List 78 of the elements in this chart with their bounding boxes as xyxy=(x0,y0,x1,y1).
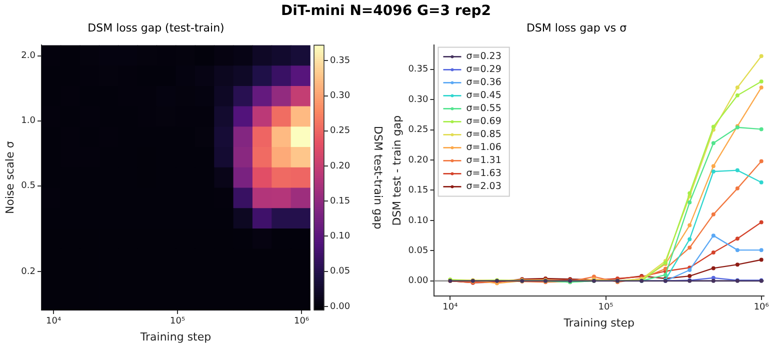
color-bar-label: 0.10 xyxy=(330,232,350,242)
point xyxy=(688,268,692,272)
chart-title: DSM loss gap (test-train) xyxy=(88,21,224,34)
point xyxy=(735,262,740,267)
y-tick-label: 0.05 xyxy=(408,246,428,256)
point xyxy=(711,266,716,270)
y-tick-label: 0.15 xyxy=(408,186,428,196)
color-bar-label: 0.35 xyxy=(330,56,350,66)
x-tick-label: 10⁴ xyxy=(46,316,62,327)
point xyxy=(759,159,764,164)
x-tick-label: 10⁴ xyxy=(442,302,458,313)
color-bar-label: 0.25 xyxy=(330,126,350,136)
point xyxy=(688,274,692,278)
color-bar-label: 0.30 xyxy=(330,91,350,102)
point xyxy=(759,248,764,252)
point xyxy=(735,86,740,90)
point xyxy=(711,141,716,146)
point xyxy=(663,272,668,277)
legend-label: σ=0.29 xyxy=(466,64,502,76)
point xyxy=(711,170,716,174)
y-tick-label: 0.5 xyxy=(21,181,36,192)
point xyxy=(735,168,740,172)
y-tick-label: 0.35 xyxy=(408,64,428,75)
point xyxy=(688,200,692,204)
point xyxy=(759,54,764,58)
point xyxy=(759,258,764,262)
color-bar-label: 0.00 xyxy=(330,302,350,312)
y-tick-label: 0.25 xyxy=(408,125,428,136)
point xyxy=(759,86,764,90)
y-tick-label: 0.30 xyxy=(408,94,429,105)
y-tick-label: 1.0 xyxy=(21,116,36,126)
y-axis-title: Noise scale σ xyxy=(3,141,16,214)
point xyxy=(735,248,740,252)
legend-label: σ=1.31 xyxy=(466,155,502,166)
point xyxy=(711,234,716,238)
point xyxy=(735,236,740,241)
legend-label: σ=0.36 xyxy=(466,77,502,88)
text: DiT-mini N=4096 G=3 rep2 xyxy=(280,3,492,19)
legend-label: σ=1.06 xyxy=(466,142,502,154)
legend-label: σ=0.23 xyxy=(466,51,502,62)
y-tick-label: 0.10 xyxy=(408,216,429,226)
x-tick-label: 10⁶ xyxy=(754,302,770,313)
point xyxy=(688,223,692,228)
point xyxy=(759,127,764,132)
point xyxy=(711,164,716,168)
chart-title: DSM loss gap vs σ xyxy=(526,21,627,34)
point xyxy=(711,212,716,216)
x-axis-title: Training step xyxy=(139,330,212,344)
y-tick-label: 2.0 xyxy=(21,51,36,62)
x-tick-label: 10⁵ xyxy=(170,316,186,327)
legend-label: σ=0.45 xyxy=(466,90,502,102)
y-tick-label: 0.20 xyxy=(408,155,429,166)
point xyxy=(688,246,692,250)
point xyxy=(688,237,692,242)
point xyxy=(735,93,740,98)
y-tick-label: 0.2 xyxy=(21,267,36,278)
color-bar-label: 0.20 xyxy=(330,161,350,172)
y-tick-label: 0.00 xyxy=(408,276,429,286)
point xyxy=(688,191,692,196)
color-bar-label: 0.15 xyxy=(330,196,350,206)
x-tick-label: 10⁶ xyxy=(294,316,310,327)
color-bar-label: 0.05 xyxy=(330,266,350,277)
legend-label: σ=2.03 xyxy=(466,181,502,192)
point xyxy=(711,278,716,283)
point xyxy=(711,250,716,254)
y-axis-title: DSM test - train gap xyxy=(390,115,404,226)
legend-label: σ=1.63 xyxy=(466,168,502,180)
color-bar-title: DSM test-train gap xyxy=(372,126,385,230)
x-axis-title: Training step xyxy=(562,316,634,330)
legend-label: σ=0.69 xyxy=(466,116,502,128)
legend-label: σ=0.55 xyxy=(466,103,502,114)
x-tick-label: 10⁵ xyxy=(598,302,614,313)
point xyxy=(759,220,764,224)
point xyxy=(735,186,740,190)
point xyxy=(759,79,764,84)
point xyxy=(759,180,764,184)
legend-label: σ=0.85 xyxy=(466,129,502,140)
point xyxy=(711,124,716,129)
